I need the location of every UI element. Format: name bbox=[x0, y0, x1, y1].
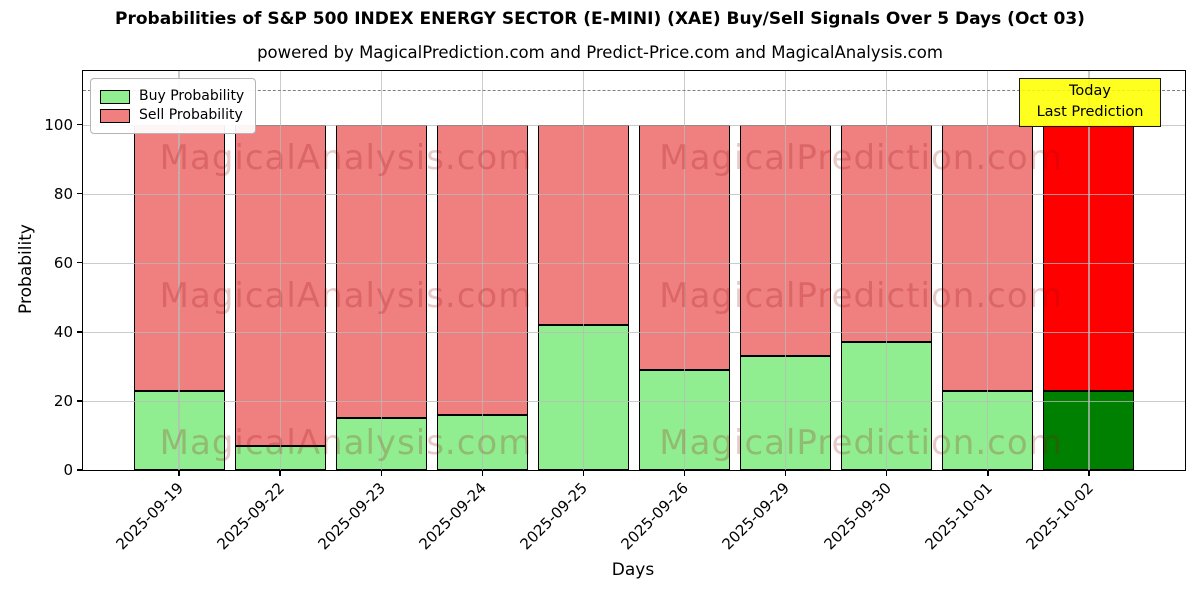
x-tick-label: 2025-09-26 bbox=[617, 479, 693, 554]
x-tick-mark bbox=[178, 471, 180, 476]
x-tick-mark bbox=[784, 471, 787, 476]
x-tick-mark bbox=[987, 471, 989, 476]
x-axis-label: Days bbox=[611, 560, 655, 580]
x-tick-mark bbox=[279, 471, 281, 476]
x-tick-mark bbox=[481, 471, 484, 476]
legend-label-sell: Sell Probability bbox=[139, 107, 243, 123]
legend-label-buy: Buy Probability bbox=[139, 88, 245, 104]
x-tick-label: 2025-09-29 bbox=[719, 479, 794, 554]
x-tick-label: 2025-09-22 bbox=[213, 479, 288, 554]
x-tick-mark bbox=[582, 471, 585, 476]
chart-subtitle: powered by MagicalPrediction.com and Pre… bbox=[257, 43, 943, 62]
bar-buy-segment bbox=[133, 390, 225, 470]
bar-sell-segment bbox=[234, 124, 326, 446]
bar-sell-segment bbox=[841, 124, 933, 343]
y-tick-mark bbox=[77, 262, 82, 264]
y-tick-mark bbox=[77, 400, 82, 402]
legend-item-sell: Sell Probability bbox=[100, 107, 244, 124]
x-tick-label: 2025-09-30 bbox=[820, 479, 895, 554]
chart-title: Probabilities of S&P 500 INDEX ENERGY SE… bbox=[115, 9, 1085, 29]
bar-buy-segment bbox=[537, 324, 629, 470]
bar-sell-segment bbox=[639, 124, 731, 370]
x-tick-label: 2025-09-23 bbox=[314, 479, 389, 554]
buy-color-swatch bbox=[100, 89, 130, 104]
bar-buy-segment bbox=[942, 390, 1034, 470]
bar-buy-segment bbox=[1043, 390, 1135, 470]
y-tick-label: 40 bbox=[53, 322, 73, 341]
today-annotation: Today Last Prediction bbox=[1019, 78, 1161, 127]
x-tick-mark bbox=[1088, 471, 1090, 476]
x-tick-label: 2025-10-01 bbox=[921, 479, 996, 554]
bar-buy-segment bbox=[234, 445, 326, 470]
x-tick-label: 2025-10-02 bbox=[1022, 479, 1097, 554]
y-tick-mark bbox=[77, 469, 82, 471]
bar-buy-segment bbox=[335, 418, 427, 470]
bar-sell-segment bbox=[942, 124, 1034, 391]
y-axis-label: Probability bbox=[16, 224, 36, 314]
today-annotation-line1: Today bbox=[1069, 83, 1111, 99]
y-tick-mark bbox=[77, 192, 82, 195]
x-tick-mark bbox=[683, 471, 686, 476]
x-tick-label: 2025-09-24 bbox=[415, 479, 491, 554]
bar-sell-segment bbox=[133, 124, 225, 391]
y-tick-label: 60 bbox=[53, 253, 73, 272]
bar-sell-segment bbox=[740, 124, 832, 356]
y-tick-mark bbox=[77, 123, 82, 126]
x-tick-mark bbox=[380, 471, 382, 476]
plot-area: Buy Probability Sell Probability Today L… bbox=[44, 70, 1186, 553]
bar-buy-segment bbox=[740, 356, 832, 470]
y-tick-mark bbox=[77, 331, 82, 333]
bar-buy-segment bbox=[841, 342, 933, 470]
bar-sell-segment bbox=[537, 124, 629, 325]
x-tick-mark bbox=[886, 471, 888, 476]
bar-sell-segment bbox=[335, 124, 427, 419]
bar-buy-segment bbox=[639, 369, 731, 470]
y-tick-label: 80 bbox=[53, 184, 73, 203]
dashed-threshold-line bbox=[83, 90, 1185, 91]
y-tick-label: 0 bbox=[63, 461, 73, 479]
legend-item-buy: Buy Probability bbox=[100, 88, 244, 105]
bar-buy-segment bbox=[436, 414, 528, 470]
bar-sell-segment bbox=[436, 124, 528, 415]
x-tick-label: 2025-09-19 bbox=[112, 479, 187, 554]
today-annotation-line2: Last Prediction bbox=[1036, 104, 1144, 120]
y-tick-label: 20 bbox=[53, 391, 73, 410]
bar-sell-segment bbox=[1043, 124, 1135, 391]
legend: Buy Probability Sell Probability bbox=[90, 78, 257, 134]
sell-color-swatch bbox=[100, 108, 130, 123]
y-tick-label: 100 bbox=[44, 115, 73, 134]
x-tick-label: 2025-09-25 bbox=[516, 479, 592, 554]
